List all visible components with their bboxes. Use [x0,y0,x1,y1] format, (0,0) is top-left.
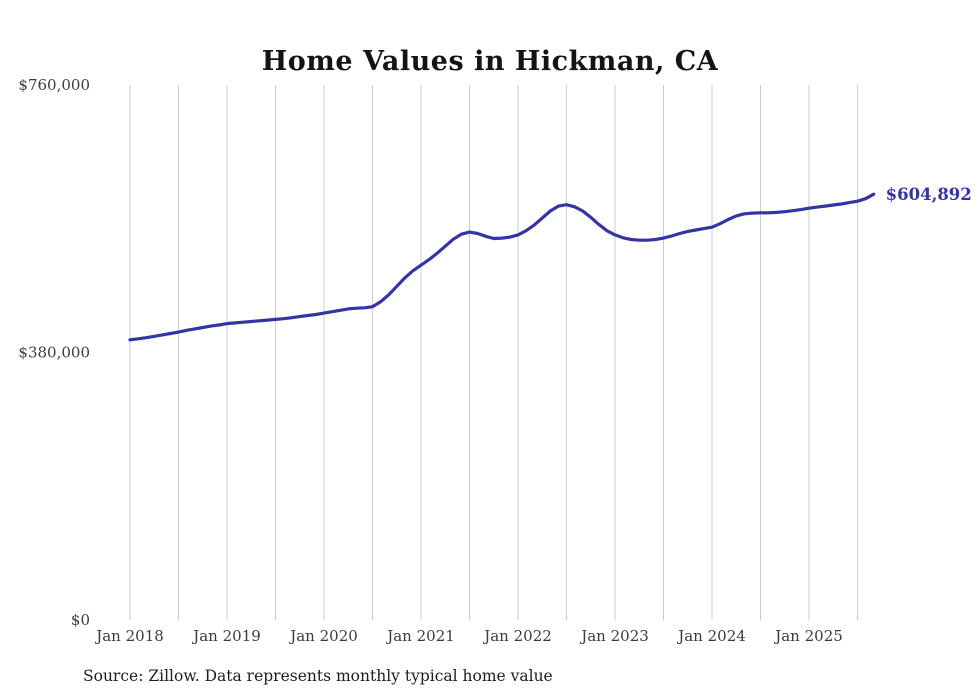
end-value-label: $604,892 [886,185,972,204]
x-axis-tick-label: Jan 2021 [385,627,455,645]
y-axis-tick-label: $380,000 [18,344,90,362]
x-axis-tick-label: Jan 2019 [191,627,261,645]
x-axis-tick-label: Jan 2025 [773,627,843,645]
source-note: Source: Zillow. Data represents monthly … [83,667,553,685]
x-axis-tick-label: Jan 2022 [482,627,552,645]
x-axis-tick-label: Jan 2024 [676,627,746,645]
x-axis-tick-label: Jan 2020 [288,627,358,645]
x-axis-tick-label: Jan 2023 [579,627,649,645]
chart-title: Home Values in Hickman, CA [261,46,719,78]
y-axis-tick-label: $760,000 [18,76,90,94]
y-axis-tick-label: $0 [71,611,90,629]
x-axis-tick-label: Jan 2018 [94,627,164,645]
home-value-series-line [128,192,876,342]
